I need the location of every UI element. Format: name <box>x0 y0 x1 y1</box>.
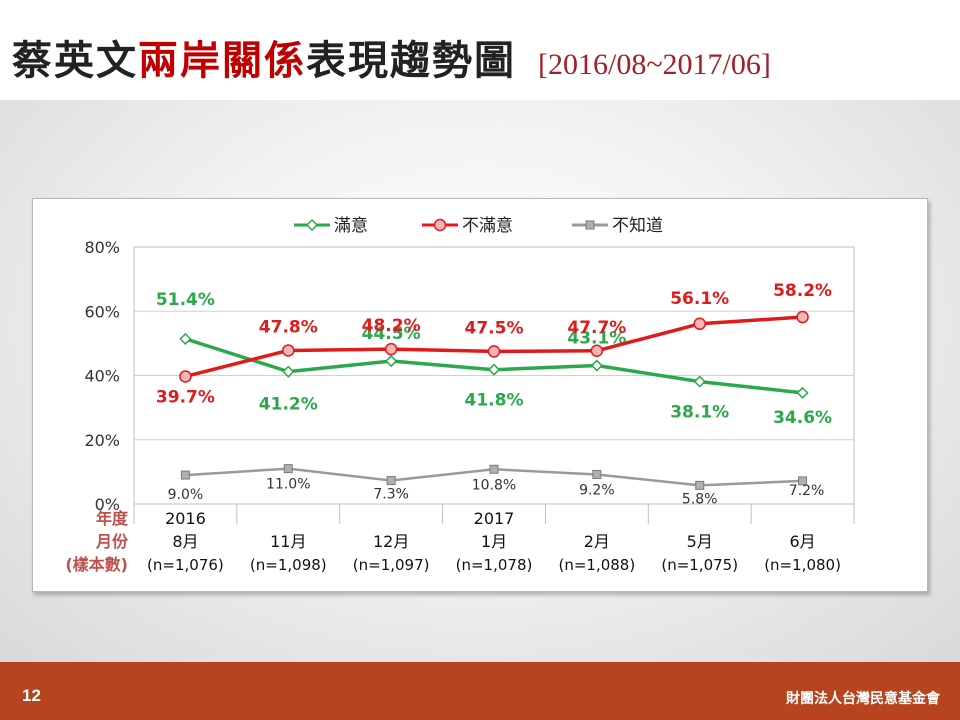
data-point-unknown <box>283 464 293 474</box>
y-tick-label: 80% <box>84 238 120 257</box>
category-sample-size: (n=1,098) <box>250 556 327 574</box>
category-sample-size: (n=1,097) <box>353 556 430 574</box>
data-point-dissatisfied <box>796 310 809 324</box>
y-tick-label: 20% <box>84 431 120 450</box>
row-label: 月份 <box>95 532 129 551</box>
legend-marker-dissatisfied <box>433 218 447 232</box>
data-label-dissatisfied: 48.2% <box>362 316 421 336</box>
data-label-dissatisfied: 47.5% <box>465 318 524 338</box>
title-date-range: [2016/08~2017/06] <box>538 48 771 81</box>
category-sample-size: (n=1,088) <box>558 556 635 574</box>
data-point-unknown <box>386 476 396 486</box>
organization-name: 財團法人台灣民意基金會 <box>786 691 940 707</box>
category-month: 6月 <box>789 532 815 551</box>
data-point-dissatisfied <box>693 317 706 331</box>
slide-title: 蔡英文 兩岸關係 表現趨勢圖 [2016/08~2017/06] <box>12 28 771 88</box>
data-point-dissatisfied <box>384 342 398 356</box>
row-label: 年度 <box>96 509 129 528</box>
data-label-unknown: 9.2% <box>579 482 615 498</box>
category-sample-size: (n=1,076) <box>147 556 224 574</box>
data-label-satisfied: 34.6% <box>773 408 832 428</box>
data-point-satisfied <box>282 365 295 378</box>
category-month: 5月 <box>687 532 713 551</box>
category-month: 2月 <box>584 532 610 551</box>
row-label: (樣本數) <box>65 555 128 574</box>
data-label-unknown: 10.8% <box>472 477 516 493</box>
legend-marker-satisfied <box>305 218 319 232</box>
data-label-unknown: 7.3% <box>373 487 409 503</box>
category-sample-size: (n=1,080) <box>764 556 841 574</box>
category-sample-size: (n=1,075) <box>661 556 738 574</box>
category-sample-size: (n=1,078) <box>456 556 533 574</box>
data-point-unknown <box>592 469 602 479</box>
data-label-dissatisfied: 56.1% <box>670 289 729 309</box>
title-part-1: 蔡英文 <box>12 38 138 84</box>
data-point-satisfied <box>796 386 809 399</box>
data-point-unknown <box>798 476 808 486</box>
data-point-dissatisfied <box>590 344 604 358</box>
data-label-unknown: 11.0% <box>266 477 310 493</box>
data-label-satisfied: 51.4% <box>156 290 215 310</box>
chart-frame <box>32 198 928 592</box>
data-label-unknown: 7.2% <box>789 483 825 499</box>
footer-bar <box>0 662 960 720</box>
data-label-dissatisfied: 58.2% <box>773 281 832 301</box>
legend-marker-unknown <box>585 220 595 230</box>
data-label-dissatisfied: 39.7% <box>156 387 215 407</box>
data-point-satisfied <box>693 375 706 388</box>
category-month: 1月 <box>481 532 507 551</box>
y-tick-label: 0% <box>95 495 120 514</box>
data-label-satisfied: 43.1% <box>567 329 626 349</box>
title-part-3: 表現趨勢圖 <box>306 38 516 84</box>
data-point-unknown <box>180 470 190 480</box>
trend-line-chart: 0% 20% 40% 60% 80% 滿意 不滿意 不知道 51.4% 41.2% 44.5% 41.… <box>65 216 855 574</box>
data-point-unknown <box>695 480 705 490</box>
title-part-2: 兩岸關係 <box>138 38 306 84</box>
category-year: 2016 <box>165 509 206 528</box>
data-point-satisfied <box>179 332 192 345</box>
data-point-unknown <box>489 464 499 474</box>
data-label-dissatisfied: 47.7% <box>567 318 626 338</box>
category-year: 2017 <box>474 509 515 528</box>
data-point-dissatisfied <box>487 345 501 358</box>
category-month: 8月 <box>172 532 198 551</box>
legend-label-dissatisfied: 不滿意 <box>462 216 513 236</box>
y-tick-label: 40% <box>84 367 120 386</box>
category-month: 12月 <box>373 532 409 551</box>
data-point-satisfied <box>385 354 398 368</box>
data-label-satisfied: 41.8% <box>465 391 524 411</box>
data-label-dissatisfied: 47.8% <box>259 317 318 337</box>
data-point-satisfied <box>487 363 501 376</box>
data-label-satisfied: 38.1% <box>670 403 729 423</box>
data-point-dissatisfied <box>282 344 295 357</box>
data-label-satisfied: 44.5% <box>362 324 421 344</box>
data-label-satisfied: 41.2% <box>259 395 318 415</box>
data-label-unknown: 9.0% <box>168 487 204 503</box>
category-month: 11月 <box>270 532 306 551</box>
data-point-dissatisfied <box>179 370 192 383</box>
data-label-unknown: 5.8% <box>682 491 718 507</box>
page-number: 12 <box>22 686 41 705</box>
legend-label-satisfied: 滿意 <box>334 216 368 236</box>
y-tick-label: 60% <box>84 302 120 321</box>
legend-label-unknown: 不知道 <box>612 216 663 236</box>
data-point-satisfied <box>590 359 603 372</box>
